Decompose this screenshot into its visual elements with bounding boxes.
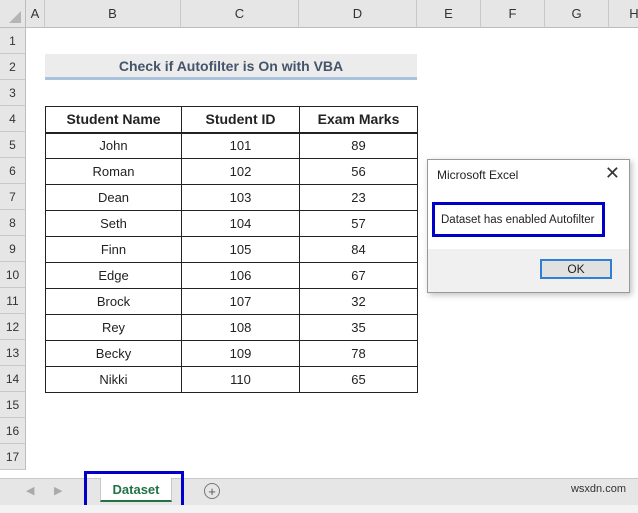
header-exam-marks[interactable]: Exam Marks (299, 106, 418, 134)
dialog-footer: OK (428, 249, 629, 292)
column-header-a[interactable]: A (26, 0, 45, 28)
column-header-c[interactable]: C (181, 0, 299, 28)
cell-exam-marks[interactable]: 57 (299, 210, 418, 237)
row-header-12[interactable]: 12 (0, 314, 26, 340)
cell-student-name[interactable]: Roman (45, 158, 182, 185)
close-icon[interactable]: ✕ (604, 163, 620, 183)
scroll-right-icon[interactable]: ▶ (54, 485, 63, 497)
cell-exam-marks[interactable]: 65 (299, 366, 418, 393)
cell-student-name[interactable]: Brock (45, 288, 182, 315)
column-header-f[interactable]: F (481, 0, 545, 28)
cell-exam-marks[interactable]: 56 (299, 158, 418, 185)
cell-student-name[interactable]: Nikki (45, 366, 182, 393)
cell-student-id[interactable]: 102 (181, 158, 300, 185)
cell-student-name[interactable]: Seth (45, 210, 182, 237)
table-row: Becky 109 78 (45, 340, 418, 367)
row-header-15[interactable]: 15 (0, 392, 26, 418)
dialog-message: Dataset has enabled Autofilter (432, 202, 605, 237)
student-table: Student Name Student ID Exam Marks John 1… (45, 106, 418, 393)
row-header-6[interactable]: 6 (0, 158, 26, 184)
cell-student-id[interactable]: 101 (181, 132, 300, 159)
row-header-11[interactable]: 11 (0, 288, 26, 314)
row-header-2[interactable]: 2 (0, 54, 26, 80)
table-row: Nikki 110 65 (45, 366, 418, 393)
column-header-e[interactable]: E (417, 0, 481, 28)
cell-student-name[interactable]: Rey (45, 314, 182, 341)
row-header-13[interactable]: 13 (0, 340, 26, 366)
cell-student-id[interactable]: 109 (181, 340, 300, 367)
row-header-3[interactable]: 3 (0, 80, 26, 106)
header-student-id[interactable]: Student ID (181, 106, 300, 134)
cell-student-name[interactable]: Dean (45, 184, 182, 211)
ok-button[interactable]: OK (540, 259, 612, 279)
cell-exam-marks[interactable]: 35 (299, 314, 418, 341)
row-header-8[interactable]: 8 (0, 210, 26, 236)
cell-student-id[interactable]: 108 (181, 314, 300, 341)
cell-student-id[interactable]: 103 (181, 184, 300, 211)
sheet-title: Check if Autofilter is On with VBA (45, 54, 417, 80)
cell-exam-marks[interactable]: 32 (299, 288, 418, 315)
dialog-title: Microsoft Excel (437, 168, 519, 182)
row-header-5[interactable]: 5 (0, 132, 26, 158)
table-row: Edge 106 67 (45, 262, 418, 289)
sheet-tab-bar: ◀ ▶ Dataset + wsxdn.com (0, 478, 638, 505)
cell-exam-marks[interactable]: 84 (299, 236, 418, 263)
row-header-10[interactable]: 10 (0, 262, 26, 288)
cell-student-id[interactable]: 104 (181, 210, 300, 237)
table-row: Finn 105 84 (45, 236, 418, 263)
header-student-name[interactable]: Student Name (45, 106, 182, 134)
table-row: Roman 102 56 (45, 158, 418, 185)
cell-exam-marks[interactable]: 23 (299, 184, 418, 211)
cell-student-name[interactable]: Becky (45, 340, 182, 367)
sheet-tab-dataset[interactable]: Dataset (100, 478, 172, 502)
row-header-9[interactable]: 9 (0, 236, 26, 262)
cell-student-id[interactable]: 110 (181, 366, 300, 393)
cell-exam-marks[interactable]: 89 (299, 132, 418, 159)
watermark: wsxdn.com (570, 483, 626, 495)
cell-student-id[interactable]: 106 (181, 262, 300, 289)
row-header-1[interactable]: 1 (0, 28, 26, 54)
cell-exam-marks[interactable]: 67 (299, 262, 418, 289)
row-header-16[interactable]: 16 (0, 418, 26, 444)
table-row: Seth 104 57 (45, 210, 418, 237)
message-box-dialog: Microsoft Excel ✕ Dataset has enabled Au… (427, 159, 630, 293)
scroll-left-icon[interactable]: ◀ (26, 485, 35, 497)
cell-student-id[interactable]: 105 (181, 236, 300, 263)
add-sheet-icon[interactable]: + (204, 483, 220, 499)
cell-student-name[interactable]: Edge (45, 262, 182, 289)
select-all-corner[interactable] (0, 0, 26, 28)
table-row: Dean 103 23 (45, 184, 418, 211)
cell-student-id[interactable]: 107 (181, 288, 300, 315)
table-row: John 101 89 (45, 132, 418, 159)
cell-exam-marks[interactable]: 78 (299, 340, 418, 367)
row-header-4[interactable]: 4 (0, 106, 26, 132)
column-header-h[interactable]: H (609, 0, 638, 28)
table-row: Rey 108 35 (45, 314, 418, 341)
row-header-14[interactable]: 14 (0, 366, 26, 392)
column-header-g[interactable]: G (545, 0, 609, 28)
row-header-7[interactable]: 7 (0, 184, 26, 210)
cell-student-name[interactable]: Finn (45, 236, 182, 263)
status-bar (0, 505, 638, 513)
table-row: Brock 107 32 (45, 288, 418, 315)
column-header-b[interactable]: B (45, 0, 181, 28)
row-header-17[interactable]: 17 (0, 444, 26, 470)
column-header-d[interactable]: D (299, 0, 417, 28)
cell-student-name[interactable]: John (45, 132, 182, 159)
